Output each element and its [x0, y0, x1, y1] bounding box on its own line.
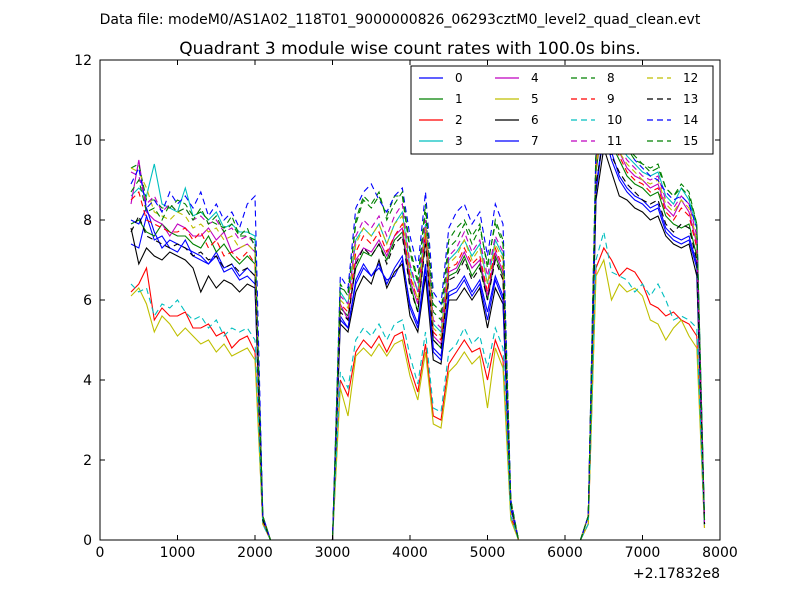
y-tick-label-8: 8 — [83, 213, 92, 229]
x-offset-label: +2.17832e8 — [633, 566, 720, 582]
legend-label-12: 12 — [683, 71, 698, 85]
legend-label-2: 2 — [455, 113, 463, 127]
legend-label-4: 4 — [531, 71, 539, 85]
legend-label-10: 10 — [607, 113, 622, 127]
y-tick-label-10: 10 — [74, 133, 92, 149]
figure-suptitle: Data file: modeM0/AS1A02_118T01_90000008… — [100, 12, 701, 28]
series-line-14 — [130, 114, 706, 540]
legend-label-3: 3 — [455, 134, 463, 148]
legend-label-0: 0 — [455, 71, 463, 85]
x-tick-label-8000: 8000 — [702, 545, 738, 561]
legend-label-6: 6 — [531, 113, 539, 127]
legend-label-1: 1 — [455, 92, 463, 106]
legend-label-7: 7 — [531, 134, 539, 148]
series-line-11 — [130, 95, 706, 540]
series-line-13 — [130, 133, 706, 540]
legend-label-14: 14 — [683, 113, 698, 127]
x-tick-label-7000: 7000 — [625, 545, 661, 561]
plot-area: 0 1000 2000 3000 4000 5000 6000 7000 80000246810… — [74, 53, 738, 561]
y-tick-label-4: 4 — [83, 373, 92, 389]
legend-label-9: 9 — [607, 92, 615, 106]
x-tick-label-3000: 3000 — [315, 545, 351, 561]
series-line-5 — [130, 258, 706, 540]
series-line-15 — [130, 110, 706, 540]
x-tick-label-0: 0 — [96, 545, 105, 561]
x-tick-label-6000: 6000 — [547, 545, 583, 561]
legend-label-15: 15 — [683, 134, 698, 148]
legend-label-13: 13 — [683, 92, 698, 106]
chart-title: Quadrant 3 module wise count rates with … — [179, 39, 640, 59]
x-tick-label-4000: 4000 — [392, 545, 428, 561]
y-tick-label-12: 12 — [74, 53, 92, 69]
legend-label-8: 8 — [607, 71, 615, 85]
series-line-0 — [130, 127, 706, 540]
x-tick-label-5000: 5000 — [470, 545, 506, 561]
x-tick-label-1000: 1000 — [160, 545, 196, 561]
series-line-10 — [130, 231, 706, 540]
y-tick-label-6: 6 — [83, 293, 92, 309]
series-line-6 — [130, 147, 706, 540]
x-tick-label-2000: 2000 — [237, 545, 273, 561]
y-tick-label-2: 2 — [83, 453, 92, 469]
legend-label-5: 5 — [531, 92, 539, 106]
y-tick-label-0: 0 — [83, 533, 92, 549]
legend-box — [410, 65, 714, 155]
legend-label-11: 11 — [607, 134, 622, 148]
